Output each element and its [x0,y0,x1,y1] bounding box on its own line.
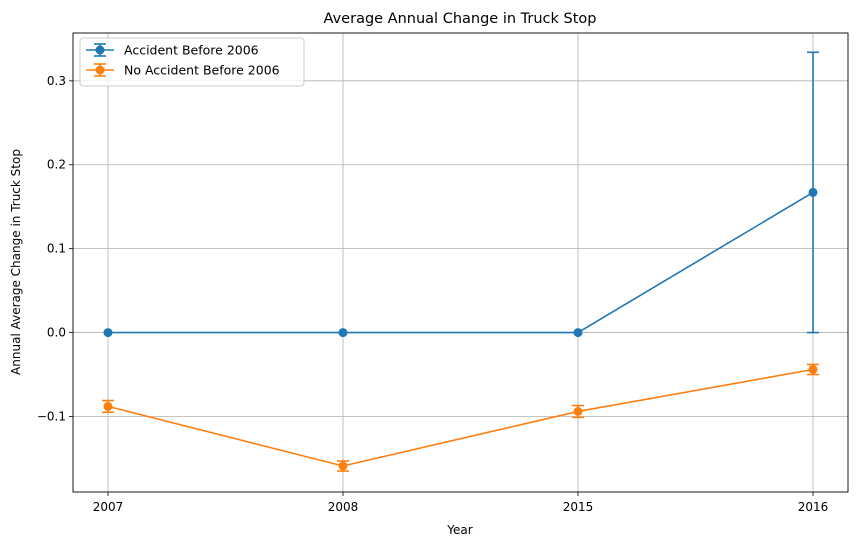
series-line [108,191,814,334]
data-point [573,406,583,416]
legend-label: Accident Before 2006 [124,43,259,58]
legend: Accident Before 2006 No Accident Before 2… [79,37,305,87]
x-tick-label: 2007 [93,500,124,514]
data-point [338,461,348,471]
y-axis-label: Annual Average Change in Truck Stop [9,149,23,375]
grid [73,33,848,492]
data-point [808,364,818,374]
data-point [103,401,113,411]
data-point [103,328,113,338]
data-point [338,328,348,338]
legend-frame [79,37,305,87]
series-layer [102,51,819,472]
x-tick-label: 2008 [328,500,359,514]
y-tick-label: 0.3 [47,74,66,88]
y-tick-label: −0.1 [37,409,66,423]
y-axis-ticks: −0.1 0.0 0.1 0.2 0.3 [37,74,73,423]
data-point [573,328,583,338]
legend-marker [95,45,105,55]
legend-item-2: No Accident Before 2006 [86,63,280,78]
legend-label: No Accident Before 2006 [124,63,280,78]
legend-marker [95,65,105,75]
y-tick-label: 0.2 [47,158,66,172]
x-axis-ticks: 2007 2008 2015 2016 [93,492,829,514]
y-tick-label: 0.1 [47,242,66,256]
x-axis-label: Year [446,523,472,537]
x-tick-label: 2015 [563,500,594,514]
data-point [808,187,818,197]
legend-item-1: Accident Before 2006 [86,43,259,58]
x-tick-label: 2016 [798,500,829,514]
series-1 [103,51,819,338]
series-2 [102,363,819,472]
series-line [107,368,814,467]
chart-title: Average Annual Change in Truck Stop [324,11,597,27]
y-tick-label: 0.0 [47,326,66,340]
plot-frame [72,32,849,493]
